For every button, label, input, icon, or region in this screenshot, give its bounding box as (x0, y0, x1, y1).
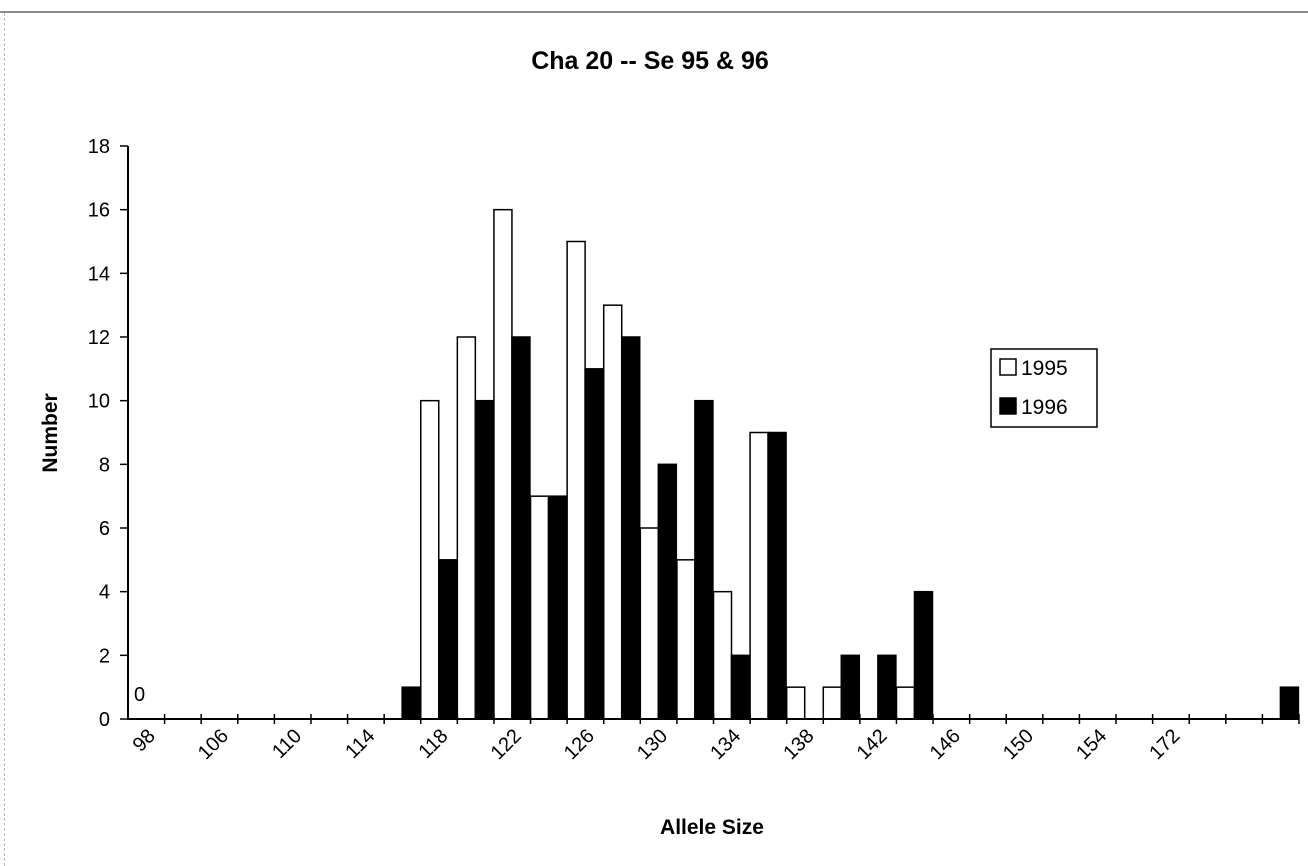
bar-1996-120 (547, 495, 568, 720)
left-border (4, 13, 5, 866)
x-tick-label-172: 172 (1145, 725, 1184, 764)
y-ticks-group: 0 2 4 6 8 10 12 14 16 18 (88, 136, 128, 731)
x-tick-label-114: 114 (341, 725, 379, 763)
bar-1996-138 (877, 654, 897, 720)
legend-swatch-1995 (999, 358, 1017, 376)
y-tick-label-16: 16 (88, 200, 110, 222)
bar-1996-122 (584, 368, 604, 720)
legend-swatch-1996 (999, 397, 1017, 415)
x-tick-label-126: 126 (560, 725, 599, 764)
x-tick-label-98: 98 (129, 725, 160, 756)
x-ticks-group: 98 106 110 114 118 122 126 130 134 138 142 146 150 15… (129, 714, 1300, 764)
x-tick-label-122: 122 (487, 725, 526, 764)
zero-annotation: 0 (134, 684, 145, 706)
bar-1996-130 (730, 654, 751, 720)
y-tick-label-12: 12 (88, 327, 110, 349)
bars-group (401, 208, 1300, 720)
bar-1995-124 (602, 304, 623, 720)
y-tick-label-8: 8 (99, 454, 110, 476)
x-tick-label-130: 130 (633, 725, 672, 764)
bar-1996-128 (694, 399, 714, 720)
x-tick-label-138: 138 (779, 725, 818, 764)
bar-1995-130 (712, 590, 733, 720)
bar-1996-118 (511, 336, 531, 720)
bar-1996-174 (1279, 686, 1300, 720)
bar-1996-132 (767, 431, 787, 720)
bar-1996-136 (840, 654, 861, 720)
bar-1996-140 (913, 590, 934, 720)
bar-1995-120 (529, 495, 550, 720)
y-tick-label-0: 0 (99, 709, 110, 731)
bar-1995-128 (676, 559, 696, 720)
bar-1996-116 (474, 399, 495, 720)
chart-title: Cha 20 -- Se 95 & 96 (531, 47, 769, 75)
bar-1996-112 (401, 686, 421, 720)
bar-1996-114 (438, 559, 458, 720)
legend-label-1995: 1995 (1021, 357, 1068, 380)
x-tick-label-154: 154 (1072, 725, 1111, 764)
bar-1995-134 (785, 686, 806, 720)
bar-1995-118 (493, 208, 513, 720)
x-tick-label-134: 134 (706, 725, 745, 764)
x-tick-label-150: 150 (999, 725, 1038, 764)
bar-1996-124 (620, 336, 641, 720)
x-tick-label-142: 142 (853, 725, 892, 764)
x-tick-label-146: 146 (926, 725, 965, 764)
legend: 1995 1996 (990, 348, 1098, 428)
bar-1995-126 (639, 527, 660, 720)
legend-label-1996: 1996 (1021, 396, 1068, 419)
bar-1995-140 (895, 686, 916, 720)
y-tick-label-10: 10 (88, 391, 110, 413)
bar-1995-136 (822, 686, 843, 720)
bar-1995-116 (456, 336, 477, 720)
bar-1995-122 (566, 240, 586, 720)
x-axis-title: Allele Size (660, 816, 764, 839)
x-tick-label-118: 118 (414, 725, 452, 763)
bar-1995-114 (420, 399, 440, 720)
y-tick-label-2: 2 (99, 645, 110, 667)
y-axis-title: Number (39, 393, 62, 472)
top-border (0, 11, 1308, 13)
y-tick-label-18: 18 (88, 136, 110, 158)
x-tick-label-110: 110 (268, 725, 306, 763)
x-tick-label-106: 106 (194, 725, 233, 764)
y-tick-label-14: 14 (88, 263, 110, 285)
y-tick-label-4: 4 (99, 582, 110, 604)
bar-1996-126 (657, 463, 678, 720)
bar-1995-132 (749, 431, 769, 720)
y-tick-label-6: 6 (99, 518, 110, 540)
